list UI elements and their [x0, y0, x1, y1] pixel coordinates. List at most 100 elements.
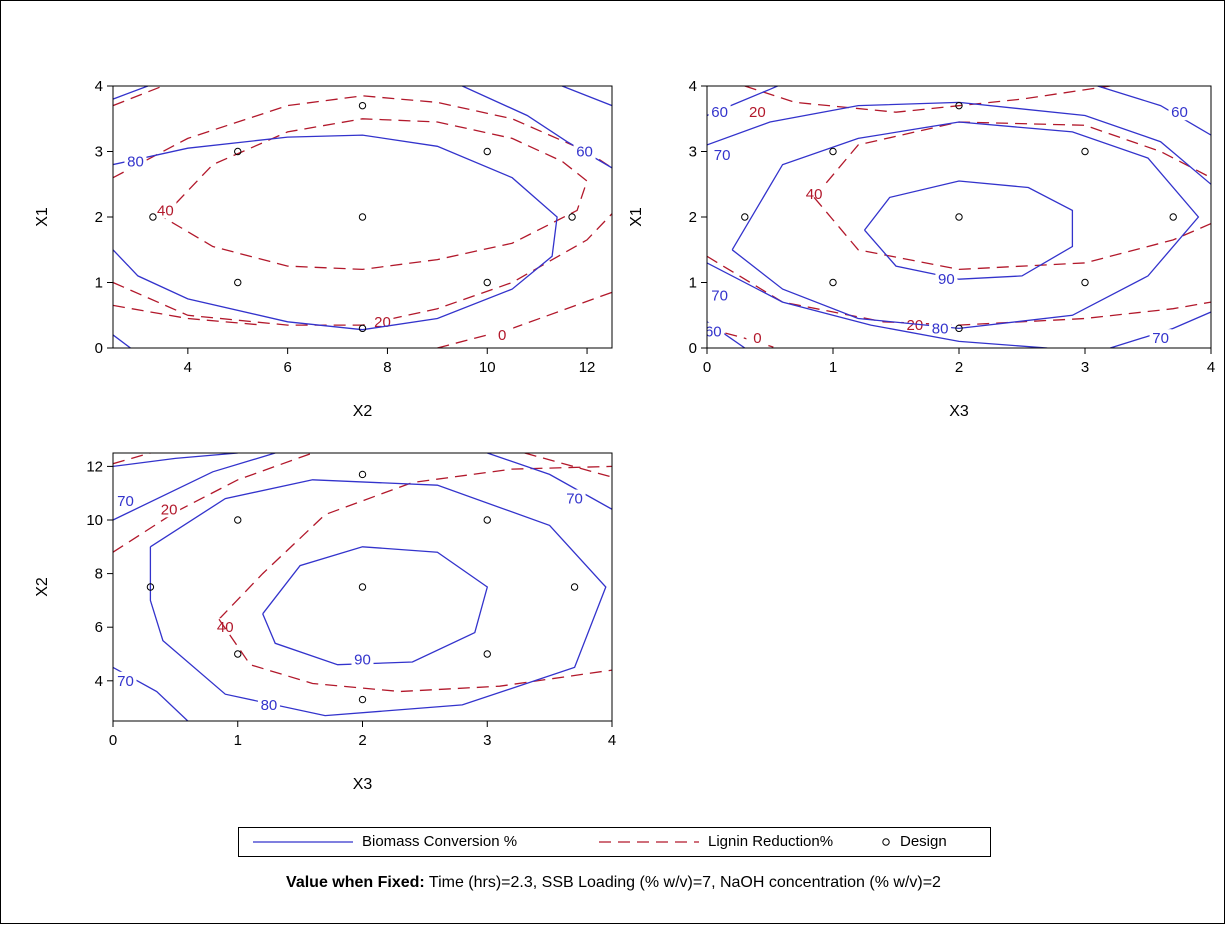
lignin-contour-line: [813, 196, 1211, 271]
x-tick-label: 3: [1081, 359, 1089, 376]
lignin-contour-label: 40: [806, 186, 823, 203]
design-point: [358, 695, 367, 704]
lignin-contour-label: 0: [498, 327, 506, 344]
biomass-contour-label-bg: [124, 152, 147, 170]
x-tick-label: 2: [358, 732, 366, 749]
design-point: [234, 147, 242, 156]
biomass-contour-label: 60: [705, 324, 722, 341]
fixed-values-note: Value when Fixed: Time (hrs)=2.3, SSB Lo…: [1, 874, 1225, 892]
lignin-contour-line: [113, 95, 612, 179]
biomass-contour-line: [113, 334, 131, 348]
biomass-contour-label: 60: [1171, 104, 1188, 121]
x-axis-label: X2: [353, 403, 373, 420]
lignin-contour-line: [707, 255, 1211, 326]
x-tick-label: 4: [184, 359, 192, 376]
design-point: [234, 650, 242, 658]
x-tick-label: 4: [608, 732, 616, 749]
biomass-contour-line: [113, 453, 238, 468]
design-point: [149, 213, 157, 221]
lignin-contour-line: [162, 118, 588, 271]
biomass-contour-line: [113, 134, 558, 331]
y-axis-label: X1: [628, 207, 645, 227]
lignin-contour-line: [813, 121, 1211, 198]
lignin-contour-label-bg: [746, 103, 769, 121]
x-tick-label: 4: [1207, 359, 1215, 376]
biomass-contour-label-bg: [711, 145, 734, 163]
lignin-contour-label-bg: [746, 329, 769, 347]
biomass-contour-label-bg: [563, 489, 586, 507]
biomass-contour-label: 70: [714, 147, 731, 164]
x-tick-label: 6: [283, 359, 291, 376]
biomass-contour-line: [1097, 86, 1211, 136]
biomass-contour-label: 70: [1152, 330, 1169, 347]
design-point: [955, 213, 963, 221]
plot-border: [112, 85, 613, 349]
x-axis-label: X3: [949, 403, 969, 420]
biomass-contour-label-bg: [935, 270, 958, 288]
biomass-contour-line: [262, 546, 489, 666]
biomass-contour-label: 70: [711, 288, 728, 305]
lignin-contour-label: 40: [157, 202, 174, 219]
biomass-contour-label: 70: [117, 493, 134, 510]
fixed-values-label: Value when Fixed:: [286, 874, 425, 891]
biomass-contour-label-bg: [707, 322, 725, 340]
lignin-contour-line: [113, 86, 164, 107]
biomass-contour-line: [149, 479, 607, 717]
design-point: [955, 324, 963, 333]
biomass-contour-label: 80: [932, 320, 949, 337]
biomass-contour-label-bg: [257, 695, 280, 713]
x-axis-label: X3: [353, 776, 373, 793]
design-point: [483, 147, 491, 156]
lignin-contour-line: [113, 213, 612, 326]
lignin-contour-label: 20: [374, 314, 391, 331]
x-tick-label: 3: [483, 732, 491, 749]
biomass-contour-label-bg: [1168, 103, 1191, 121]
biomass-contour-label: 90: [354, 651, 371, 668]
lignin-contour-line: [113, 304, 263, 326]
biomass-contour-label: 90: [938, 271, 955, 288]
plot-border: [706, 85, 1212, 349]
design-point: [234, 278, 242, 287]
x-tick-label: 12: [579, 359, 596, 376]
biomass-contour-label-bg: [114, 671, 137, 689]
plot-area: 40 20 20 0 90 80 70 70 70 60 60 60: [705, 86, 1211, 348]
biomass-contour-line: [863, 180, 1074, 280]
biomass-contour-line: [707, 262, 1048, 348]
lignin-contour-line: [744, 86, 1111, 113]
design-point: [483, 650, 491, 658]
x-tick-label: 1: [234, 732, 242, 749]
x-tick-label: 0: [109, 732, 117, 749]
lignin-contour-line: [113, 453, 151, 465]
design-point: [829, 147, 837, 156]
x-tick-label: 10: [479, 359, 496, 376]
biomass-contour-line: [1110, 311, 1211, 348]
design-point: [358, 470, 367, 479]
y-tick-label: 1: [689, 275, 697, 292]
biomass-contour-line: [561, 86, 612, 107]
biomass-contour-line: [113, 453, 276, 521]
legend: Biomass Conversion % Lignin Reduction% D…: [238, 827, 991, 857]
biomass-contour-label: 60: [576, 144, 593, 161]
lignin-contour-label-bg: [158, 500, 181, 518]
y-tick-label: 6: [95, 619, 103, 636]
biomass-contour-line: [487, 453, 612, 510]
lignin-contour-line: [218, 465, 612, 620]
y-axis-label: X1: [34, 207, 51, 227]
lignin-contour-line: [437, 291, 612, 348]
design-point: [358, 583, 367, 591]
x-tick-label: 2: [955, 359, 963, 376]
design-point: [741, 213, 749, 221]
x-tick-label: 1: [829, 359, 837, 376]
biomass-contour-label-bg: [929, 319, 952, 337]
fixed-values-text: Time (hrs)=2.3, SSB Loading (% w/v)=7, N…: [424, 874, 941, 891]
y-tick-label: 0: [689, 340, 697, 357]
design-point: [1081, 147, 1089, 156]
y-tick-label: 10: [86, 512, 103, 529]
y-tick-label: 4: [95, 78, 103, 95]
legend-design-marker-icon: [882, 838, 890, 846]
lignin-contour-label: 20: [907, 317, 924, 334]
